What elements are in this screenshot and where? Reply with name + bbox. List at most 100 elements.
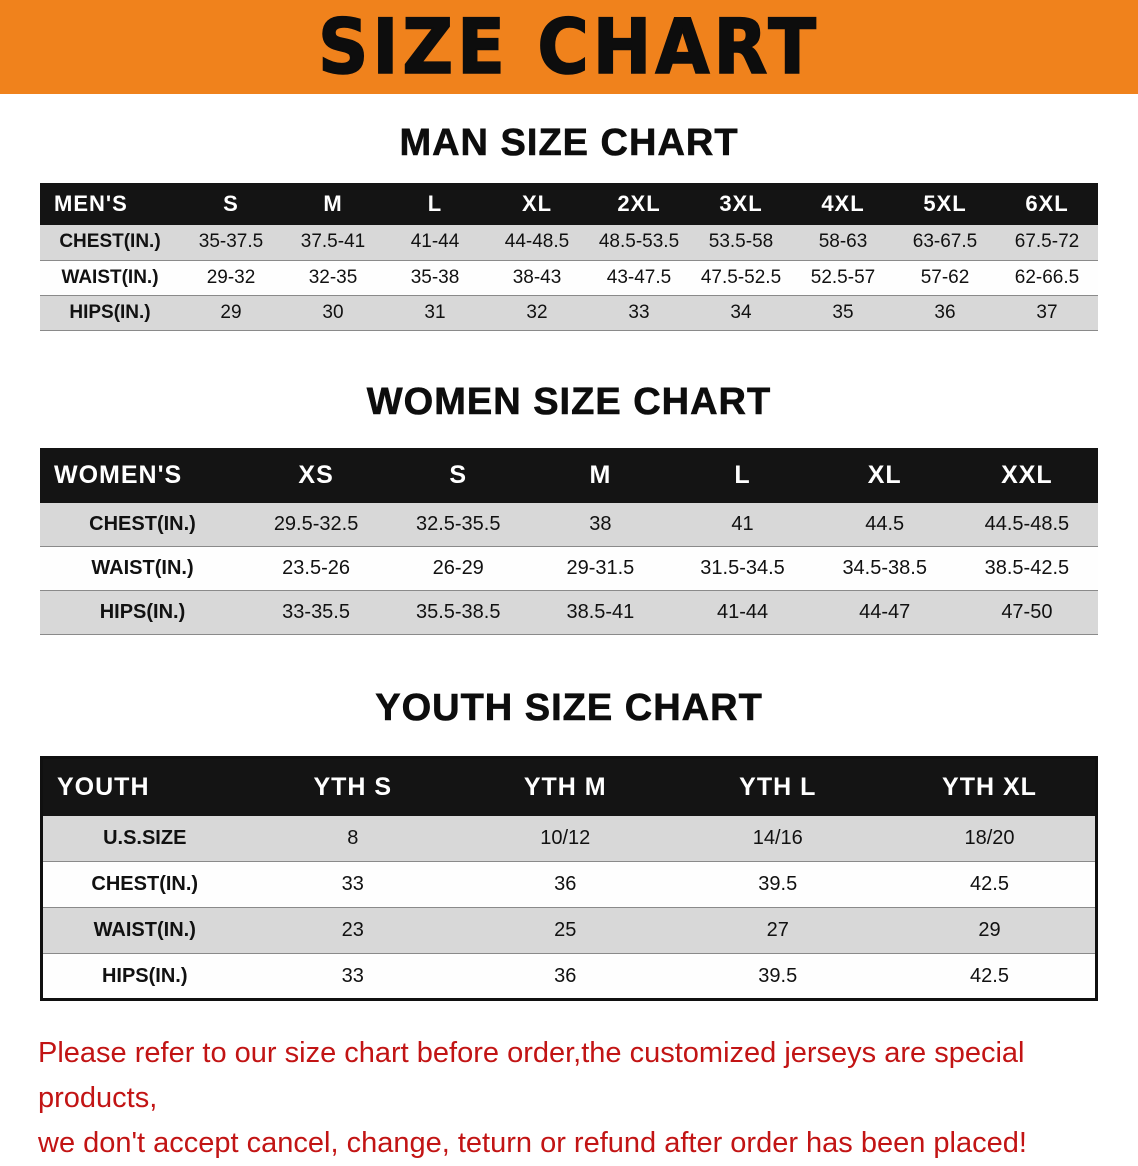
men-size-table: MEN'S S M L XL 2XL 3XL 4XL 5XL 6XL CHEST(IN.) 35-37…	[40, 183, 1098, 331]
size-column-header: YTH S	[246, 757, 459, 816]
size-value-cell: 41-44	[716, 601, 769, 623]
measurement-row-label: HIPS(IN.)	[99, 601, 186, 623]
size-value-cell: 18/20	[964, 826, 1015, 849]
measurement-row-label: CHEST(IN.)	[89, 512, 196, 535]
size-column-header: XXL	[955, 447, 1098, 503]
size-column-header: YTH M	[459, 757, 672, 816]
size-column-header: 3XL	[690, 183, 792, 225]
size-value-cell: 47.5-52.5	[700, 266, 782, 288]
size-value-cell: 38.5-42.5	[984, 557, 1070, 579]
size-value-cell: 52.5-57	[810, 266, 876, 288]
measurement-row-label: WAIST(IN.)	[93, 919, 196, 941]
size-value-cell: 27	[766, 919, 789, 941]
size-value-cell: 30	[322, 301, 344, 323]
size-value-cell: 36	[554, 873, 577, 895]
size-value-cell: 31	[424, 301, 446, 323]
measurement-row-label: CHEST(IN.)	[91, 873, 199, 895]
size-value-cell: 25	[554, 919, 577, 941]
size-value-cell: 67.5-72	[1014, 231, 1080, 253]
table-row: HIPS(IN.) 33-35.5 35.5-38.5 38.5-41 41-44 44-…	[40, 590, 1098, 635]
size-value-cell: 58-63	[818, 231, 868, 253]
order-policy-note-line1: Please refer to our size chart before or…	[38, 1037, 1025, 1114]
table-row: WAIST(IN.) 23 25 27 29	[41, 907, 1097, 954]
size-column-header: 5XL	[894, 183, 996, 225]
size-value-cell: 26-29	[432, 557, 484, 579]
size-value-cell: 41-44	[410, 231, 460, 253]
size-value-cell: 10/12	[540, 826, 591, 849]
size-value-cell: 41	[731, 512, 754, 535]
size-value-cell: 34.5-38.5	[842, 557, 927, 579]
size-value-cell: 29.5-32.5	[273, 512, 359, 535]
size-value-cell: 29	[220, 301, 242, 323]
size-column-header: 6XL	[996, 183, 1098, 225]
women-size-section: WOMEN SIZE CHART WOMEN'S XS S M L XL XXL CHEST(…	[0, 380, 1138, 636]
size-value-cell: 44.5	[865, 512, 905, 535]
size-value-cell: 42.5	[970, 873, 1009, 895]
size-value-cell: 39.5	[758, 873, 798, 895]
size-column-header: S	[387, 447, 530, 503]
size-value-cell: 37	[1036, 301, 1058, 323]
size-value-cell: 14/16	[752, 826, 803, 849]
table-row: WAIST(IN.) 29-32 32-35 35-38 38-43 43-47.5 47.…	[40, 260, 1098, 295]
table-row: CHEST(IN.) 35-37.5 37.5-41 41-44 44-48.5 48.5…	[40, 225, 1098, 260]
size-column-header: XL	[813, 447, 956, 503]
size-column-header: 4XL	[792, 183, 894, 225]
size-value-cell: 33	[341, 873, 364, 895]
size-value-cell: 38.5-41	[566, 601, 635, 623]
banner-title: SIZE CHART	[317, 2, 821, 92]
size-value-cell: 57-62	[920, 266, 970, 288]
size-column-header: L	[384, 183, 486, 225]
measurement-row-label: U.S.SIZE	[103, 826, 187, 849]
size-value-cell: 38	[589, 512, 612, 535]
youth-section-heading: YOUTH SIZE CHART	[375, 687, 763, 730]
table-header-row: YOUTH YTH S YTH M YTH L YTH XL	[41, 757, 1097, 816]
size-value-cell: 38-43	[512, 266, 562, 288]
size-value-cell: 32	[526, 301, 548, 323]
size-value-cell: 33	[628, 301, 650, 323]
youth-size-section: YOUTH SIZE CHART YOUTH YTH S YTH M YTH L YTH…	[0, 687, 1138, 1001]
order-policy-note: Please refer to our size chart before or…	[38, 1031, 1138, 1166]
table-corner-label: YOUTH	[41, 757, 247, 816]
size-value-cell: 29	[978, 919, 1001, 941]
size-value-cell: 44-48.5	[504, 231, 570, 253]
size-value-cell: 63-67.5	[912, 231, 978, 253]
size-column-header: XS	[245, 447, 388, 503]
size-value-cell: 36	[934, 301, 956, 323]
size-value-cell: 34	[730, 301, 752, 323]
size-value-cell: 35	[832, 301, 854, 323]
size-value-cell: 23.5-26	[282, 557, 350, 579]
size-value-cell: 42.5	[970, 964, 1009, 987]
table-row: CHEST(IN.) 29.5-32.5 32.5-35.5 38 41 44.5 44.5…	[40, 502, 1098, 547]
size-column-header: M	[282, 183, 384, 225]
size-value-cell: 32-35	[308, 266, 358, 288]
measurement-row-label: CHEST(IN.)	[59, 231, 161, 253]
size-value-cell: 31.5-34.5	[700, 557, 785, 579]
youth-size-table: YOUTH YTH S YTH M YTH L YTH XL U.S.SIZE 8 10/12…	[40, 756, 1098, 1001]
size-column-header: M	[529, 447, 672, 503]
table-row: WAIST(IN.) 23.5-26 26-29 29-31.5 31.5-34.5 34…	[40, 546, 1098, 591]
size-value-cell: 35.5-38.5	[415, 601, 501, 623]
size-value-cell: 36	[554, 964, 577, 987]
size-value-cell: 35-38	[410, 266, 460, 288]
measurement-row-label: WAIST(IN.)	[91, 557, 194, 579]
size-column-header: 2XL	[588, 183, 690, 225]
size-value-cell: 23	[341, 919, 364, 941]
table-row: HIPS(IN.) 33 36 39.5 42.5	[41, 953, 1097, 1000]
size-column-header: YTH L	[671, 757, 884, 816]
measurement-row-label: WAIST(IN.)	[61, 266, 159, 288]
size-value-cell: 29-32	[206, 266, 256, 288]
table-row: U.S.SIZE 8 10/12 14/16 18/20	[41, 815, 1097, 862]
women-section-heading: WOMEN SIZE CHART	[366, 380, 772, 423]
size-value-cell: 37.5-41	[300, 231, 366, 253]
size-value-cell: 48.5-53.5	[598, 231, 680, 253]
order-policy-note-line2: we don't accept cancel, change, teturn o…	[38, 1126, 1027, 1159]
measurement-row-label: HIPS(IN.)	[69, 301, 151, 323]
size-value-cell: 47-50	[1001, 601, 1053, 623]
men-size-section: MAN SIZE CHART MEN'S S M L XL 2XL 3XL 4XL 5XL 6XL…	[0, 122, 1138, 331]
table-corner-label: MEN'S	[40, 183, 180, 225]
size-value-cell: 35-37.5	[198, 231, 264, 253]
size-value-cell: 44.5-48.5	[984, 512, 1070, 535]
size-value-cell: 33	[341, 964, 364, 987]
size-value-cell: 62-66.5	[1014, 266, 1080, 288]
size-value-cell: 39.5	[758, 964, 798, 987]
